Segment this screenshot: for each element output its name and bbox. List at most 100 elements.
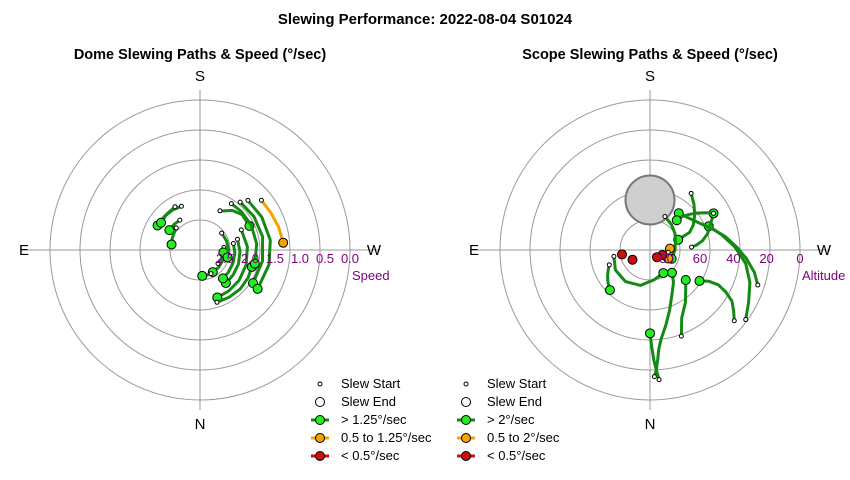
scope-radial-tick-label: 40 (726, 251, 740, 266)
dome-slew-start-point (178, 203, 184, 209)
scope-slew-end-point (666, 267, 677, 278)
scope-slew-start-point (656, 377, 662, 383)
dome-radial-tick-label: 2.0 (241, 251, 259, 266)
dome-slew-start-point (177, 217, 183, 223)
scope-slewing-chart: Scope Slewing Paths & Speed (°/sec) 80 60… (469, 47, 845, 433)
legend-medium-label: 0.5 to 2°/sec (487, 430, 560, 445)
dome-slew-start-point (238, 227, 244, 233)
scope-slew-path (690, 211, 715, 249)
dome-slewing-chart: Dome Slewing Paths & Speed (°/sec) 2.5 2.… (19, 47, 390, 433)
scope-slew-path (675, 211, 715, 222)
dome-cardinal-right: W (367, 242, 382, 259)
scope-legend: Slew Start Slew End > 2°/sec 0.5 to 2°/se… (457, 376, 560, 463)
scope-radial-tick-label: 20 (759, 251, 773, 266)
scope-slew-start-point (662, 214, 668, 220)
scope-slew-end-point (627, 254, 638, 265)
dome-slew-path (246, 198, 272, 291)
dome-cardinal-bottom: N (195, 416, 206, 433)
dome-slew-end-point (217, 273, 228, 284)
scope-radial-axis-label: Altitude (802, 268, 845, 283)
legend-slew-start-label: Slew Start (487, 376, 547, 391)
legend-slew-start-marker (317, 381, 323, 387)
dome-radial-tick-label: 2.5 (216, 251, 234, 266)
dome-radial-tick-label: 0.5 (316, 251, 334, 266)
dome-slew-start-point (237, 199, 243, 205)
scope-cardinal-left: E (469, 242, 479, 259)
legend-slow-label: < 0.5°/sec (341, 448, 400, 463)
scope-slew-path (663, 215, 677, 261)
legend-slew-end-label: Slew End (487, 394, 542, 409)
dome-slew-path (215, 265, 254, 304)
legend-fast-marker (315, 415, 325, 425)
scope-slew-end-point (617, 249, 628, 260)
dome-slew-start-point (217, 208, 223, 214)
dome-radial-axis-label: Speed (352, 268, 390, 283)
dome-slew-start-point (215, 261, 221, 267)
dome-slew-end-point (249, 258, 260, 269)
legend-slew-end-marker (315, 397, 325, 407)
dome-slew-start-point (208, 271, 214, 277)
scope-slew-path (612, 254, 665, 287)
dome-slew-end-point (197, 270, 208, 281)
scope-slew-end-point (645, 328, 655, 339)
dome-slew-path (221, 242, 237, 280)
scope-slew-start-point (611, 253, 617, 259)
dome-slew-path (215, 228, 249, 299)
legend-fast-label: > 1.25°/sec (341, 412, 407, 427)
scope-cardinal-right: W (817, 242, 832, 259)
scope-slew-start-point (731, 318, 737, 324)
scope-slew-path (606, 263, 612, 292)
scope-slew-end-point (694, 275, 705, 286)
dome-slew-start-point (234, 236, 240, 242)
scope-slew-start-point (688, 190, 694, 196)
dome-cardinal-left: E (19, 242, 29, 259)
dome-slew-end-point (252, 283, 263, 294)
scope-slew-start-point (755, 282, 761, 288)
dome-slew-start-point (219, 230, 225, 236)
scope-slew-end-point (658, 268, 669, 279)
legend-slow-marker (315, 451, 325, 461)
dome-radial-tick-label: 1.5 (266, 251, 284, 266)
legend-slow-label: < 0.5°/sec (487, 448, 546, 463)
scope-slew-end-point (604, 285, 615, 296)
scope-slew-end-point (651, 252, 662, 263)
dome-slew-path (224, 237, 242, 285)
legend-fast-marker (461, 415, 471, 425)
legend-slow-marker (461, 451, 471, 461)
scope-slew-path (679, 278, 688, 338)
scope-cardinal-top: S (645, 68, 655, 85)
legend-slew-end-label: Slew End (341, 394, 396, 409)
legend-slew-end-marker (461, 397, 471, 407)
dome-slew-end-point (166, 239, 177, 250)
dome-slew-start-point (258, 197, 264, 203)
scope-slew-start-point (711, 210, 717, 216)
scope-radial-tick-label: 0 (796, 251, 803, 266)
scope-slew-end-point (680, 274, 691, 285)
dome-slew-end-point (156, 217, 167, 228)
scope-chart-title: Scope Slewing Paths & Speed (°/sec) (522, 47, 778, 63)
scope-slew-path (677, 211, 760, 287)
dome-slew-path (229, 202, 259, 266)
dome-slew-path (259, 198, 285, 245)
scope-slew-start-point (743, 317, 749, 323)
scope-slew-start-point (651, 374, 657, 380)
dome-slew-start-point (245, 197, 251, 203)
scope-slew-start-point (689, 244, 695, 250)
dome-slew-start-point (228, 201, 234, 207)
scope-slew-end-point (671, 215, 682, 226)
legend-slew-start-marker (463, 381, 469, 387)
scope-radial-tick-label: 80 (659, 251, 673, 266)
dome-slew-start-point (172, 204, 178, 210)
dome-slew-end-point (278, 237, 289, 248)
dome-cardinal-top: S (195, 68, 205, 85)
legend-fast-label: > 2°/sec (487, 412, 535, 427)
scope-radial-tick-label: 60 (693, 251, 707, 266)
dome-legend: Slew Start Slew End > 1.25°/sec 0.5 to 1.… (311, 376, 432, 463)
scope-slew-path (648, 331, 661, 382)
dome-radial-tick-label: 1.0 (291, 251, 309, 266)
legend-medium-label: 0.5 to 1.25°/sec (341, 430, 432, 445)
dome-chart-title: Dome Slewing Paths & Speed (°/sec) (74, 47, 327, 63)
dome-slew-start-point (230, 241, 236, 247)
legend-slew-start-label: Slew Start (341, 376, 401, 391)
